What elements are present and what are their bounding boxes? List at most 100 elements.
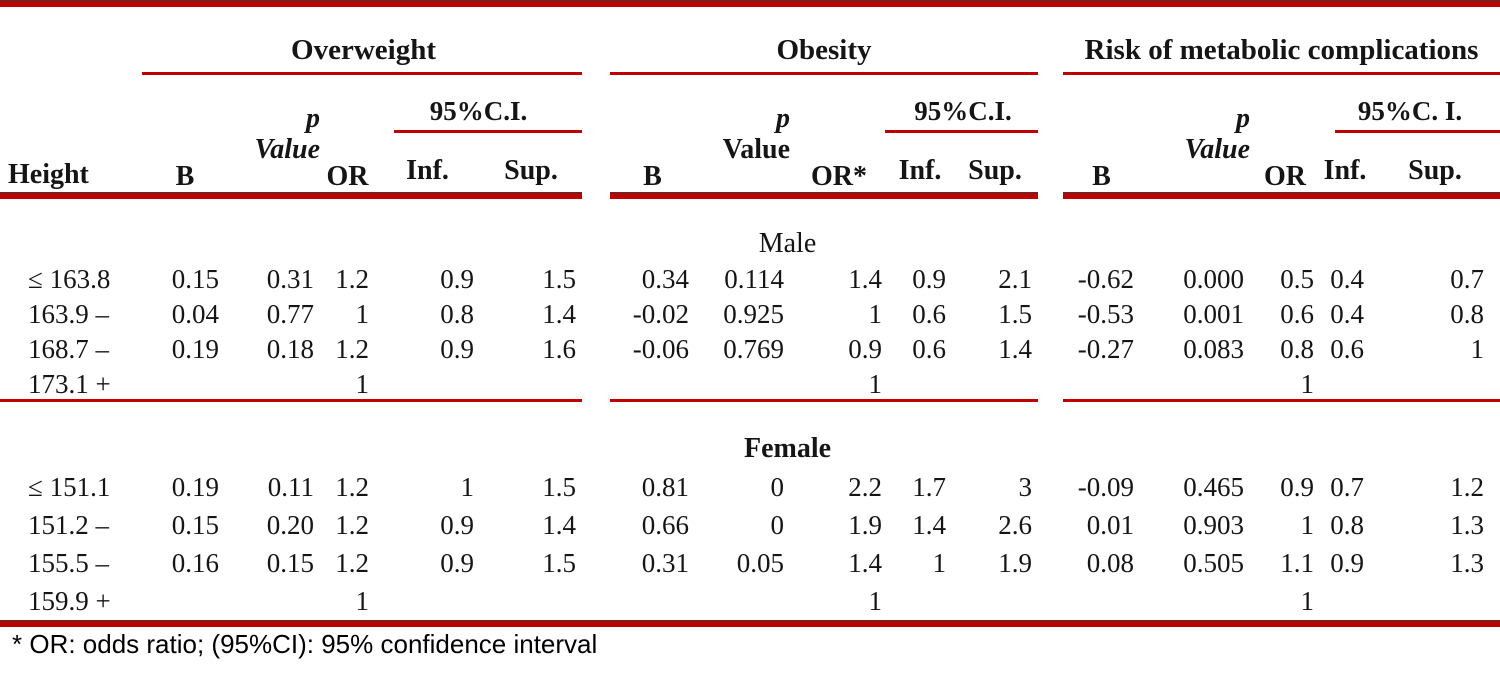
table-cell: -0.02 — [632, 299, 689, 329]
header-bottom-rule-right — [1063, 192, 1500, 199]
table-cell: 1.2 — [335, 334, 369, 364]
table-cell: 0.05 — [736, 547, 784, 578]
table-cell: 1 — [868, 299, 883, 329]
table-cell — [695, 367, 790, 402]
table-cell: 1 — [1470, 334, 1485, 364]
table-cell — [952, 582, 1038, 620]
p-label: p — [776, 102, 790, 134]
column-header-or-obesity: OR* — [811, 161, 867, 192]
top-border-rule — [0, 0, 1500, 7]
table-cell: 1.4 — [542, 299, 576, 329]
table-cell: -0.53 — [1077, 299, 1134, 329]
table-cell — [1140, 367, 1250, 402]
table-cell — [225, 367, 320, 402]
gender-row-label: Female — [743, 433, 832, 464]
table-cell: 1 — [1300, 369, 1315, 399]
table-cell: 2.6 — [998, 509, 1032, 540]
table-cell: 0.6 — [912, 334, 946, 364]
table-cell: 0.6 — [912, 299, 946, 329]
table-cell: 0.8 — [440, 299, 474, 329]
table-cell: 1.4 — [912, 509, 946, 540]
table-cell: 0.8 — [1280, 334, 1314, 364]
table-cell: 1.2 — [335, 509, 369, 540]
ci-underline-obesity-rule — [885, 130, 1038, 133]
male-section-rule-middle — [610, 399, 1038, 402]
table-cell: 0.7 — [1450, 264, 1484, 294]
column-header-inf-obesity: Inf. — [898, 155, 942, 186]
table-cell: 1.9 — [998, 547, 1032, 578]
table-cell: 0.4 — [1330, 264, 1364, 294]
value-label: Value — [722, 134, 790, 165]
group-header-overweight: Overweight — [291, 34, 436, 66]
table-cell: 1 — [932, 547, 947, 578]
table-cell — [888, 367, 952, 402]
table-cell: 0.903 — [1183, 509, 1244, 540]
gender-row-label: Male — [758, 227, 817, 259]
table-cell — [375, 367, 480, 402]
table-cell: -0.09 — [1077, 471, 1134, 502]
table-cell: 0.15 — [266, 547, 314, 578]
table-cell: 1 — [1300, 585, 1315, 616]
table-cell: 1 — [355, 299, 370, 329]
table-cell: 1 — [355, 585, 370, 616]
table-cell: 0.9 — [440, 334, 474, 364]
column-header-sup-obesity: Sup. — [968, 155, 1022, 186]
male-section-rule-left — [0, 399, 582, 402]
group-header-risk-metabolic: Risk of metabolic complications — [1084, 34, 1479, 66]
table-cell: 0.19 — [171, 334, 219, 364]
column-header-sup-overweight: Sup. — [504, 155, 558, 186]
overweight-underline-rule — [142, 72, 582, 75]
column-header-inf-overweight: Inf. — [406, 155, 449, 186]
table-cell: 0.19 — [171, 471, 219, 502]
table-cell: -0.06 — [632, 334, 689, 364]
table-cell: 0 — [770, 509, 785, 540]
table-cell: 1.5 — [542, 547, 576, 578]
table-cell: 0.20 — [266, 509, 314, 540]
ci-underline-overweight-rule — [394, 130, 582, 133]
table-cell: 0.7 — [1330, 471, 1364, 502]
column-header-b-obesity: B — [643, 161, 662, 192]
table-cell: 0.01 — [1086, 509, 1134, 540]
bottom-border-rule — [0, 620, 1500, 627]
table-cell: 0.16 — [171, 547, 219, 578]
table-cell: -0.62 — [1077, 264, 1134, 294]
table-cell: 0.8 — [1450, 299, 1484, 329]
table-cell: 0.5 — [1280, 264, 1314, 294]
p-label: p — [1236, 102, 1250, 134]
height-category-cell: 173.1 + — [28, 369, 111, 399]
table-cell: 1.7 — [912, 471, 946, 502]
column-header-inf-risk: Inf. — [1323, 155, 1367, 186]
column-header-b-overweight: B — [175, 161, 195, 192]
height-category-cell: 155.5 – — [28, 547, 109, 578]
obesity-underline-rule — [610, 72, 1038, 75]
table-cell: 0.15 — [171, 264, 219, 294]
height-category-cell: 168.7 – — [28, 334, 109, 364]
table-cell — [888, 582, 952, 620]
header-bottom-rule-middle — [610, 192, 1038, 199]
column-header-pvalue-risk: p Value — [1140, 75, 1250, 199]
column-header-pvalue-overweight: p Value — [225, 75, 320, 199]
p-label: p — [306, 102, 320, 134]
table-cell — [1063, 582, 1140, 620]
table-cell: -0.27 — [1077, 334, 1134, 364]
table-cell: 0.114 — [724, 264, 784, 294]
footnote: * OR: odds ratio; (95%CI): 95% confidenc… — [12, 629, 598, 659]
table-cell: 0.15 — [171, 509, 219, 540]
table-cell: 0.6 — [1280, 299, 1314, 329]
table-cell: 0.769 — [723, 334, 784, 364]
table-cell: 0.66 — [641, 509, 689, 540]
table-cell — [610, 582, 695, 620]
table-cell: 1.2 — [335, 547, 369, 578]
table-cell: 0.6 — [1330, 334, 1364, 364]
table-cell: 0.9 — [848, 334, 882, 364]
table-cell: 0.4 — [1330, 299, 1364, 329]
column-header-height: Height — [8, 159, 89, 190]
table-cell — [480, 582, 582, 620]
table-cell: 0.77 — [266, 299, 314, 329]
table-cell: 1.6 — [542, 334, 576, 364]
value-label: Value — [254, 134, 320, 165]
table-cell: 1 — [868, 369, 883, 399]
table-cell: 1 — [460, 471, 475, 502]
table-cell: 0.9 — [440, 509, 474, 540]
